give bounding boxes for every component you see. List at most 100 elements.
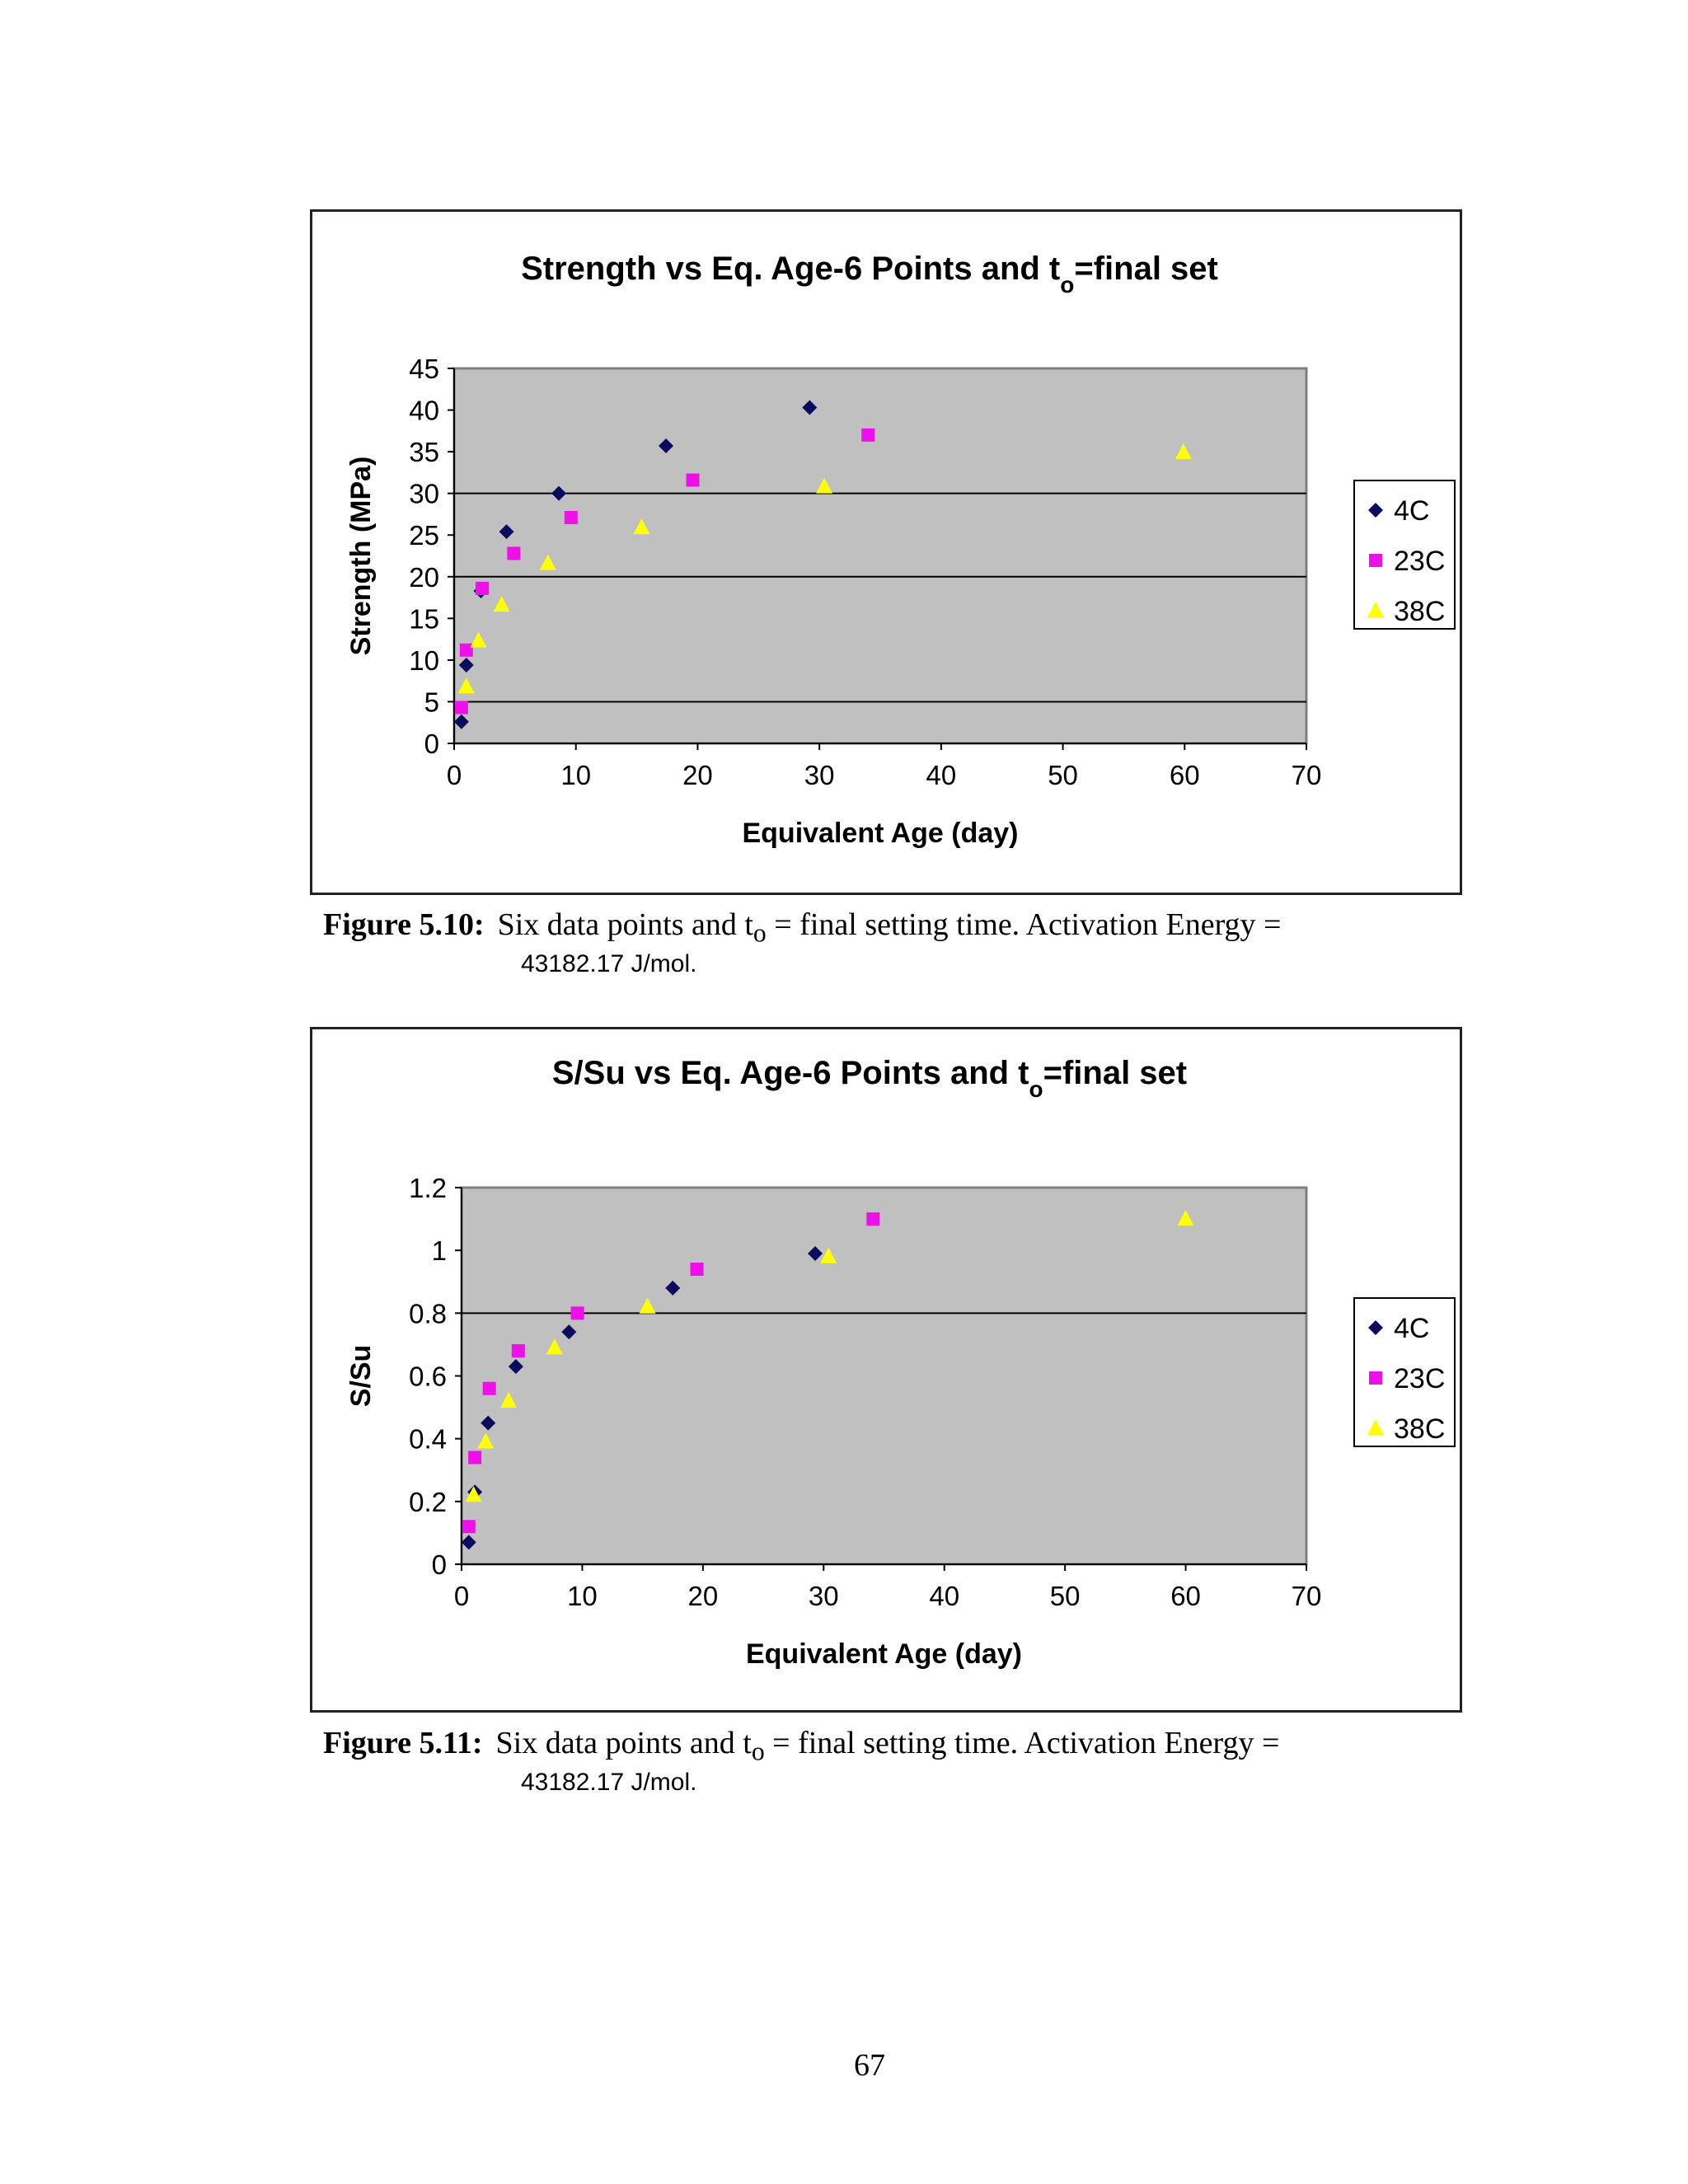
y-tick-label: 0: [432, 1549, 447, 1580]
legend: 4C 23C 38C: [1353, 480, 1456, 630]
chart-title: Strength vs Eq. Age-6 Points and to=fina…: [521, 251, 1218, 298]
data-point-23C: [462, 1520, 476, 1534]
chart-title: S/Su vs Eq. Age-6 Points and to=final se…: [552, 1055, 1187, 1102]
y-tick-label: 5: [424, 687, 439, 717]
caption-text-b: = final setting time. Activation Energy …: [764, 1726, 1280, 1760]
y-tick-label: 45: [409, 354, 439, 384]
legend-label-4C: 4C: [1394, 495, 1429, 527]
x-tick-label: 60: [1170, 760, 1200, 790]
data-point-23C: [564, 510, 578, 524]
y-tick-label: 20: [409, 562, 439, 593]
legend-marker-23C: [1369, 554, 1382, 567]
y-tick-label: 10: [409, 645, 439, 676]
caption-text-b: = final setting time. Activation Energy …: [766, 907, 1282, 942]
x-tick-label: 40: [926, 760, 956, 790]
series-38C: [457, 443, 1192, 694]
ssu-chart: S/Su vs Eq. Age-6 Points and to=final se…: [310, 1027, 1462, 1713]
legend-marker-38C: [1367, 1419, 1384, 1435]
caption-text-a: Six data points and t: [495, 1726, 752, 1760]
x-tick-label: 30: [809, 1581, 839, 1611]
figure-caption-5-11: Figure 5.11: Six data points and to = fin…: [323, 1725, 1395, 1797]
data-point-4C: [458, 657, 474, 673]
chart-title-subscript: o: [1029, 1076, 1043, 1102]
data-point-4C: [453, 714, 469, 729]
legend-label-23C: 23C: [1394, 1363, 1445, 1394]
data-point-23C: [570, 1306, 584, 1320]
data-point-23C: [686, 473, 700, 487]
y-axis-label: Strength (MPa): [345, 457, 377, 656]
y-tick-label: 40: [409, 396, 439, 426]
x-tick-label: 70: [1292, 1581, 1322, 1611]
data-point-38C: [633, 518, 650, 535]
legend-label-38C: 38C: [1394, 596, 1445, 627]
y-tick-label: 1: [432, 1235, 447, 1266]
plot-area: [460, 1186, 1308, 1566]
caption-line2: 43182.17 J/mol.: [521, 1768, 697, 1796]
y-tick-label: 1.2: [409, 1173, 447, 1203]
data-point-38C: [1175, 443, 1192, 460]
y-tick-label: 30: [409, 479, 439, 509]
caption-label: Figure 5.10:: [323, 907, 485, 942]
data-point-38C: [546, 1338, 563, 1355]
strength-chart: Strength vs Eq. Age-6 Points and to=fina…: [310, 209, 1462, 895]
x-tick-label: 50: [1048, 760, 1078, 790]
caption-text-a: Six data points and t: [497, 907, 753, 942]
y-tick-label: 0.8: [409, 1298, 447, 1329]
strength-chart-svg: Strength vs Eq. Age-6 Points and to=fina…: [345, 251, 1456, 849]
x-tick-label: 0: [447, 760, 462, 790]
legend-marker-38C: [1367, 602, 1384, 617]
data-point-23C: [482, 1381, 496, 1395]
series-23C: [462, 1212, 880, 1534]
page-number: 67: [854, 2048, 885, 2083]
data-point-38C: [470, 631, 487, 648]
plot-area: [452, 367, 1308, 745]
ssu-chart-svg: S/Su vs Eq. Age-6 Points and to=final se…: [345, 1055, 1456, 1670]
caption-label: Figure 5.11:: [323, 1726, 483, 1760]
legend-marker-4C: [1368, 1320, 1383, 1335]
data-point-23C: [866, 1212, 880, 1226]
x-axis-label: Equivalent Age (day): [746, 1638, 1022, 1670]
data-point-4C: [461, 1535, 476, 1550]
y-tick-label: 25: [409, 520, 439, 551]
x-tick-label: 0: [454, 1581, 469, 1611]
x-tick-label: 20: [687, 1581, 718, 1611]
y-tick-label: 35: [409, 437, 439, 467]
figure-caption-5-10: Figure 5.10: Six data points and to = fin…: [323, 907, 1395, 978]
data-point-23C: [690, 1263, 704, 1277]
chart-title-subscript: o: [1060, 272, 1074, 298]
data-point-23C: [468, 1451, 482, 1465]
data-point-38C: [539, 554, 556, 570]
data-point-38C: [1177, 1210, 1194, 1226]
data-point-4C: [561, 1324, 577, 1340]
data-point-4C: [481, 1415, 496, 1431]
data-point-38C: [465, 1486, 482, 1502]
y-tick-label: 0.6: [409, 1361, 447, 1392]
chart-title-tail: =final set: [1074, 251, 1218, 287]
legend-label-23C: 23C: [1394, 546, 1445, 577]
data-point-38C: [820, 1247, 837, 1263]
legend-marker-4C: [1368, 503, 1383, 518]
data-point-4C: [659, 438, 674, 454]
data-point-38C: [500, 1391, 518, 1408]
data-point-23C: [861, 428, 875, 442]
data-point-4C: [499, 524, 514, 540]
x-tick-label: 10: [560, 760, 591, 790]
data-point-38C: [639, 1297, 656, 1314]
data-point-4C: [808, 1245, 823, 1261]
data-point-38C: [477, 1432, 495, 1449]
data-point-4C: [802, 400, 818, 415]
data-point-23C: [475, 581, 489, 595]
series-23C: [454, 428, 875, 715]
x-tick-label: 20: [682, 760, 713, 790]
chart-title-main: Strength vs Eq. Age-6 Points and t: [521, 251, 1060, 287]
data-point-38C: [493, 596, 510, 612]
x-axis-label: Equivalent Age (day): [742, 818, 1018, 849]
data-point-4C: [665, 1280, 681, 1296]
caption-sub: o: [753, 918, 767, 948]
x-tick-label: 70: [1292, 760, 1322, 790]
data-point-23C: [454, 701, 468, 715]
caption-line2: 43182.17 J/mol.: [521, 949, 697, 977]
data-point-23C: [511, 1344, 525, 1358]
y-axis-label: S/Su: [345, 1345, 377, 1408]
data-point-38C: [457, 677, 475, 694]
